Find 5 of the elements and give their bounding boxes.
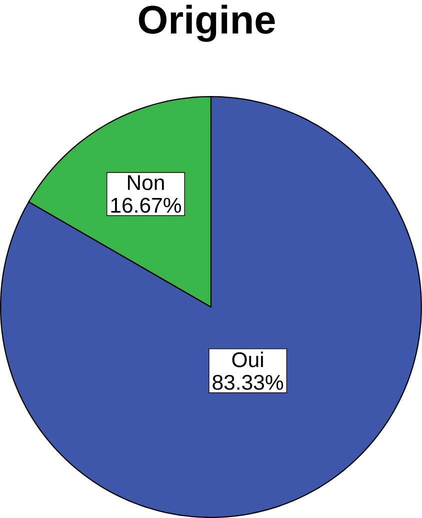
slice-label: Non [128,175,164,190]
slice-label: Oui [232,352,263,368]
data-label: 16.67% [111,198,182,213]
chart-title: Origine [138,4,275,42]
data-label: 83.33% [212,374,284,390]
